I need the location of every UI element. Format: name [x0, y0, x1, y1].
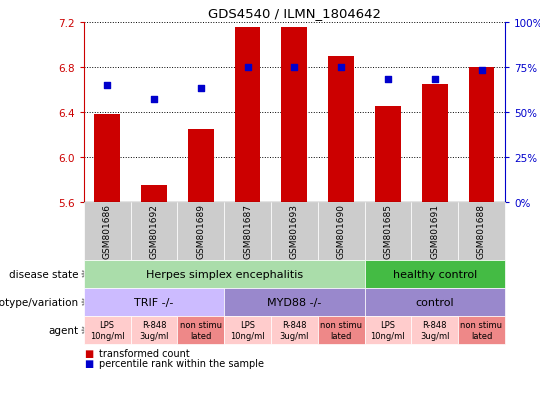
Text: ■: ■	[84, 348, 93, 358]
Text: Herpes simplex encephalitis: Herpes simplex encephalitis	[146, 269, 302, 279]
Text: GSM801691: GSM801691	[430, 204, 439, 259]
Text: agent: agent	[48, 325, 78, 335]
Text: ■: ■	[84, 358, 93, 368]
Bar	[94, 115, 120, 202]
Text: GSM801688: GSM801688	[477, 204, 486, 259]
Text: R-848
3ug/ml: R-848 3ug/ml	[420, 321, 449, 340]
Bar	[235, 28, 260, 202]
Text: GSM801690: GSM801690	[336, 204, 346, 259]
Text: LPS
10ng/ml: LPS 10ng/ml	[230, 321, 265, 340]
Bar	[188, 129, 214, 202]
Point	[477, 68, 486, 74]
Text: disease state: disease state	[9, 269, 78, 279]
Text: GSM801693: GSM801693	[290, 204, 299, 259]
Text: transformed count: transformed count	[99, 348, 190, 358]
Point	[197, 86, 205, 93]
Title: GDS4540 / ILMN_1804642: GDS4540 / ILMN_1804642	[208, 7, 381, 20]
Text: non stimu
lated: non stimu lated	[180, 321, 222, 340]
Text: TRIF -/-: TRIF -/-	[134, 297, 173, 307]
Text: MYD88 -/-: MYD88 -/-	[267, 297, 321, 307]
Text: non stimu
lated: non stimu lated	[320, 321, 362, 340]
Text: percentile rank within the sample: percentile rank within the sample	[99, 358, 264, 368]
Text: genotype/variation: genotype/variation	[0, 297, 78, 307]
Text: non stimu
lated: non stimu lated	[461, 321, 503, 340]
Text: R-848
3ug/ml: R-848 3ug/ml	[139, 321, 168, 340]
Bar	[281, 28, 307, 202]
Bar	[469, 68, 495, 202]
Point	[150, 97, 158, 103]
Point	[383, 77, 392, 83]
Point	[290, 64, 299, 71]
Point	[337, 64, 346, 71]
Text: R-848
3ug/ml: R-848 3ug/ml	[280, 321, 309, 340]
Text: GSM801686: GSM801686	[103, 204, 112, 259]
Text: GSM801689: GSM801689	[196, 204, 205, 259]
Bar	[422, 85, 448, 202]
Text: healthy control: healthy control	[393, 269, 477, 279]
Text: GSM801687: GSM801687	[243, 204, 252, 259]
Text: LPS
10ng/ml: LPS 10ng/ml	[90, 321, 124, 340]
Point	[243, 64, 252, 71]
Bar	[328, 57, 354, 202]
Text: control: control	[415, 297, 454, 307]
Bar	[141, 185, 167, 202]
Point	[103, 82, 111, 89]
Text: GSM801685: GSM801685	[383, 204, 393, 259]
Point	[430, 77, 439, 83]
Text: LPS
10ng/ml: LPS 10ng/ml	[370, 321, 405, 340]
Text: GSM801692: GSM801692	[150, 204, 158, 259]
Bar	[375, 107, 401, 202]
